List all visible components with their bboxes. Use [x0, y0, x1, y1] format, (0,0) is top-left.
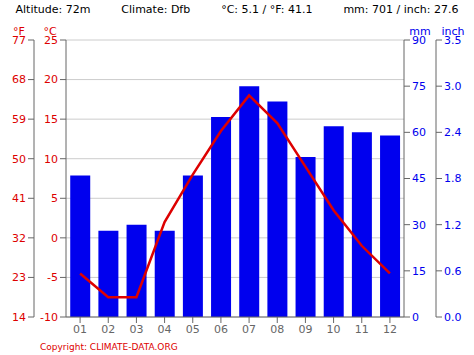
svg-text:2.4: 2.4 [444, 126, 462, 139]
svg-text:10: 10 [327, 323, 341, 336]
svg-text:01: 01 [73, 323, 87, 336]
svg-text:50: 50 [12, 153, 26, 166]
svg-text:41: 41 [12, 192, 26, 205]
svg-text:1.8: 1.8 [444, 172, 462, 185]
svg-text:mm: mm [409, 25, 430, 38]
svg-text:11: 11 [355, 323, 369, 336]
svg-text:09: 09 [298, 323, 312, 336]
svg-text:12: 12 [383, 323, 397, 336]
svg-text:15: 15 [44, 113, 58, 126]
svg-text:23: 23 [12, 271, 26, 284]
svg-text:20: 20 [44, 73, 58, 86]
svg-text:0: 0 [51, 232, 58, 245]
svg-text:30: 30 [412, 219, 426, 232]
svg-text:1.2: 1.2 [444, 219, 462, 232]
svg-text:59: 59 [12, 113, 26, 126]
svg-text:25: 25 [44, 33, 58, 47]
svg-text:3.0: 3.0 [444, 80, 462, 93]
svg-text:08: 08 [270, 323, 284, 336]
svg-text:°F: °F [13, 25, 25, 38]
svg-text:10: 10 [44, 153, 58, 166]
html-text:Copyright: CLIMATE-DATA.ORG: Copyright: CLIMATE-DATA.ORG [40, 342, 178, 352]
svg-text:32: 32 [12, 232, 26, 245]
svg-text:45: 45 [412, 172, 426, 185]
html-text:Climate: Dfb: Climate: Dfb [121, 2, 191, 16]
svg-text:03: 03 [129, 323, 143, 336]
svg-text:-5: -5 [47, 271, 58, 284]
svg-text:-10: -10 [40, 311, 58, 324]
svg-text:90: 90 [412, 33, 426, 47]
svg-text:3.5: 3.5 [444, 33, 462, 47]
svg-text:0.0: 0.0 [444, 311, 462, 324]
svg-text:60: 60 [412, 126, 426, 139]
svg-text:15: 15 [412, 265, 426, 278]
svg-text:5: 5 [51, 192, 58, 205]
svg-text:02: 02 [101, 323, 115, 336]
svg-text:07: 07 [242, 323, 256, 336]
svg-text:°C: °C [43, 25, 57, 38]
svg-text:75: 75 [412, 80, 426, 93]
svg-text:77: 77 [12, 33, 26, 47]
html-text:mm: 701 / inch: 27.6: mm: 701 / inch: 27.6 [343, 2, 459, 16]
svg-text:05: 05 [186, 323, 200, 336]
svg-text:68: 68 [12, 73, 26, 86]
html-text:Altitude: 72m: Altitude: 72m [15, 2, 91, 16]
svg-text:06: 06 [214, 323, 228, 336]
html-text:°C: 5.1 / °F: 41.1: °C: 5.1 / °F: 41.1 [221, 2, 313, 16]
svg-text:0.6: 0.6 [444, 265, 462, 278]
svg-text:inch: inch [441, 25, 464, 38]
svg-text:0: 0 [412, 311, 419, 324]
svg-text:04: 04 [158, 323, 172, 336]
svg-text:14: 14 [12, 311, 26, 324]
